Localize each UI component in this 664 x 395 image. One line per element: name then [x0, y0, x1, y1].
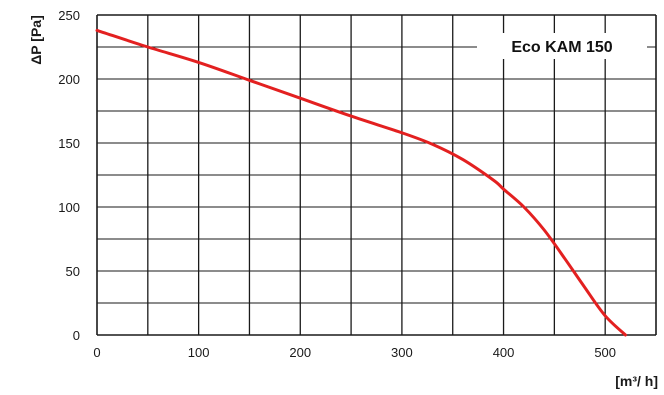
y-axis-label: ΔP [Pa]	[28, 15, 44, 65]
y-tick-label: 100	[58, 200, 80, 215]
x-tick-label: 200	[289, 345, 311, 360]
grid-lines	[96, 14, 657, 336]
x-tick-label: 300	[391, 345, 413, 360]
y-tick-label: 0	[73, 328, 80, 343]
chart-title-box: Eco KAM 150	[477, 33, 647, 59]
x-tick-labels: 0 100 200 300 400 500	[93, 345, 616, 360]
pressure-curve	[95, 28, 627, 337]
series-layer	[95, 28, 627, 337]
chart-title-background	[477, 33, 647, 59]
y-tick-label: 150	[58, 136, 80, 151]
y-tick-label: 200	[58, 72, 80, 87]
x-tick-label: 100	[188, 345, 210, 360]
x-axis-label: [m³/ h]	[615, 373, 658, 389]
x-tick-label: 0	[93, 345, 100, 360]
x-tick-label: 400	[493, 345, 515, 360]
y-tick-label: 50	[66, 264, 80, 279]
chart-title: Eco KAM 150	[511, 39, 612, 56]
x-tick-label: 500	[594, 345, 616, 360]
y-tick-labels: 0 50 100 150 200 250	[58, 8, 80, 343]
y-tick-label: 250	[58, 8, 80, 23]
